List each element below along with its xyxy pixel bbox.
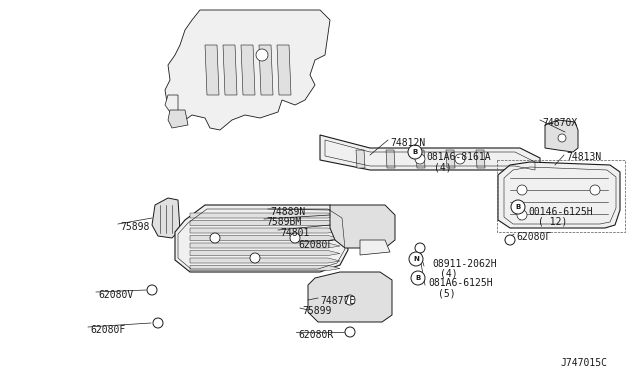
- Text: 62080Γ: 62080Γ: [516, 232, 551, 242]
- Text: ( 12): ( 12): [538, 217, 568, 227]
- Circle shape: [455, 154, 465, 164]
- Text: N: N: [413, 256, 419, 262]
- Text: 081A6-8161A: 081A6-8161A: [426, 152, 491, 162]
- Text: (4): (4): [440, 269, 458, 279]
- Circle shape: [345, 295, 355, 305]
- Polygon shape: [165, 95, 178, 112]
- Text: 081A6-6125H: 081A6-6125H: [428, 278, 493, 288]
- Circle shape: [147, 285, 157, 295]
- Polygon shape: [330, 205, 395, 248]
- Polygon shape: [152, 198, 180, 238]
- Circle shape: [505, 235, 515, 245]
- Circle shape: [250, 253, 260, 263]
- Text: 62080F: 62080F: [90, 325, 125, 335]
- Text: 75899: 75899: [302, 306, 332, 316]
- Polygon shape: [190, 228, 340, 233]
- Polygon shape: [259, 45, 273, 95]
- Polygon shape: [190, 243, 340, 248]
- Circle shape: [153, 318, 163, 328]
- Polygon shape: [308, 272, 392, 322]
- Polygon shape: [416, 150, 425, 168]
- Polygon shape: [190, 258, 340, 263]
- Circle shape: [411, 271, 425, 285]
- Text: 08911-2062H: 08911-2062H: [432, 259, 497, 269]
- Circle shape: [409, 252, 423, 266]
- Polygon shape: [386, 150, 395, 168]
- Polygon shape: [223, 45, 237, 95]
- Polygon shape: [190, 213, 340, 218]
- Text: (5): (5): [438, 288, 456, 298]
- Text: B: B: [412, 149, 418, 155]
- Text: 7589BM: 7589BM: [266, 217, 301, 227]
- Polygon shape: [190, 235, 340, 241]
- Polygon shape: [320, 135, 540, 175]
- Text: 74812N: 74812N: [390, 138, 425, 148]
- Polygon shape: [165, 10, 330, 130]
- Text: 62080V: 62080V: [98, 290, 133, 300]
- Polygon shape: [476, 150, 485, 168]
- Polygon shape: [168, 110, 188, 128]
- Polygon shape: [190, 266, 340, 270]
- Text: (4): (4): [434, 162, 452, 172]
- Circle shape: [558, 134, 566, 142]
- Text: 74889N: 74889N: [270, 207, 305, 217]
- Text: 74813N: 74813N: [566, 152, 601, 162]
- Polygon shape: [175, 205, 348, 272]
- Polygon shape: [446, 150, 455, 168]
- Circle shape: [210, 233, 220, 243]
- Polygon shape: [360, 240, 390, 255]
- Circle shape: [408, 145, 422, 159]
- Text: 00146-6125H: 00146-6125H: [528, 207, 593, 217]
- Polygon shape: [545, 120, 578, 152]
- Circle shape: [415, 243, 425, 253]
- Text: 74801: 74801: [280, 228, 309, 238]
- Text: 62080R: 62080R: [298, 330, 333, 340]
- Text: 74877E: 74877E: [320, 296, 355, 306]
- Text: 75898: 75898: [120, 222, 149, 232]
- Polygon shape: [190, 250, 340, 256]
- Circle shape: [517, 185, 527, 195]
- Circle shape: [345, 327, 355, 337]
- Text: J747015C: J747015C: [560, 358, 607, 368]
- Polygon shape: [241, 45, 255, 95]
- Text: B: B: [415, 275, 420, 281]
- Polygon shape: [205, 45, 219, 95]
- Circle shape: [590, 185, 600, 195]
- Text: B: B: [515, 204, 520, 210]
- Circle shape: [415, 154, 425, 164]
- Polygon shape: [277, 45, 291, 95]
- Polygon shape: [356, 150, 365, 168]
- Text: 62080Γ: 62080Γ: [298, 240, 333, 250]
- Polygon shape: [190, 221, 340, 225]
- Circle shape: [256, 49, 268, 61]
- Circle shape: [517, 210, 527, 220]
- Text: 74870X: 74870X: [542, 118, 577, 128]
- Circle shape: [290, 233, 300, 243]
- Polygon shape: [498, 162, 620, 228]
- Circle shape: [511, 200, 525, 214]
